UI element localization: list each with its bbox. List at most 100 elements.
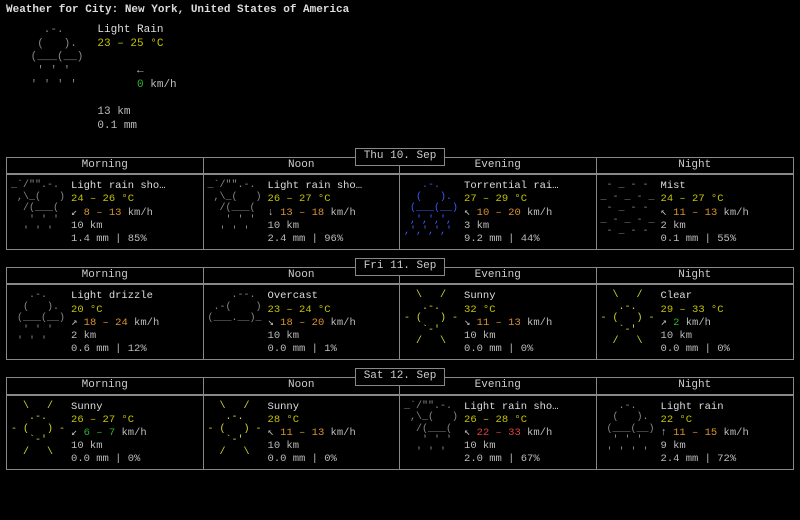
wind-label: ↘ 18 – 20 km/h	[268, 317, 356, 330]
period-header: Night	[597, 158, 794, 175]
wind-arrow-icon: ↘	[268, 317, 281, 329]
forecast-cell: - _ - - _ - _ - _ - _ - - _ - _ - _ - _ …	[597, 175, 794, 249]
wind-label: ↑ 11 – 15 km/h	[661, 427, 749, 440]
wind-arrow-icon: ↙	[71, 207, 84, 219]
condition-label: Light rain sho…	[71, 180, 166, 193]
day-block: Sat 12. SepMorningNoonEveningNight \ / .…	[6, 360, 794, 470]
condition-label: Mist	[661, 180, 749, 193]
current-info: Light Rain 23 – 25 °C ← 0 km/h 13 km 0.1…	[97, 24, 176, 134]
precip-label: 2.0 mm | 67%	[464, 453, 559, 466]
forecast-info: Light drizzle20 °C↗ 18 – 24 km/h2 km0.6 …	[71, 290, 159, 356]
wind-value: 11 – 13	[673, 207, 717, 219]
wind-unit: km/h	[679, 317, 711, 329]
condition-label: Torrential rai…	[464, 180, 559, 193]
visibility-label: 10 km	[71, 440, 147, 453]
overcast-icon: .--. .-( ) (___.__)_	[208, 290, 262, 356]
wind-arrow-icon: ↗	[71, 317, 84, 329]
temp-label: 29 – 33 °C	[661, 304, 730, 317]
visibility-label: 2 km	[661, 220, 749, 233]
wind-unit: km/h	[324, 317, 356, 329]
period-header: Morning	[7, 268, 204, 285]
forecast-info: Overcast23 – 24 °C↘ 18 – 20 km/h10 km0.0…	[268, 290, 356, 356]
precip-label: 0.0 mm | 0%	[268, 453, 356, 466]
mist-icon: - _ - - _ - _ - _ - _ - - _ - _ - _ - _ …	[601, 180, 655, 246]
condition-label: Sunny	[464, 290, 552, 303]
temp-label: 20 °C	[71, 304, 159, 317]
period-body-row: \ / .-. - ( ) - `-' / \ Sunny26 – 27 °C↙…	[6, 396, 794, 471]
forecast-info: Mist24 – 27 °C↖ 11 – 13 km/h2 km0.1 mm |…	[661, 180, 749, 246]
period-header: Morning	[7, 158, 204, 175]
forecast-days: Thu 10. SepMorningNoonEveningNight_`/"".…	[6, 140, 794, 470]
wind-unit: km/h	[144, 79, 177, 91]
visibility-label: 10 km	[268, 440, 356, 453]
day-block: Fri 11. SepMorningNoonEveningNight .-. (…	[6, 250, 794, 360]
period-body-row: _`/"".-. ,\_( ) /(___( ' ' ' ' ' ' Light…	[6, 175, 794, 250]
wind-label: ↓ 13 – 18 km/h	[268, 207, 363, 220]
wind-value: 8 – 13	[84, 207, 122, 219]
visibility-label: 10 km	[71, 220, 166, 233]
precip-label: 9.2 mm | 44%	[464, 233, 559, 246]
forecast-cell: \ / .-. - ( ) - `-' / \ Sunny28 °C↖ 11 –…	[204, 396, 401, 470]
condition-label: Light drizzle	[71, 290, 159, 303]
condition-label: Light rain	[661, 401, 749, 414]
precip-label: 1.4 mm | 85%	[71, 233, 166, 246]
wind-label: ↖ 11 – 13 km/h	[661, 207, 749, 220]
temp-label: 24 – 27 °C	[661, 193, 749, 206]
precip-label: 0.0 mm | 0%	[464, 343, 552, 356]
forecast-info: Sunny28 °C↖ 11 – 13 km/h10 km0.0 mm | 0%	[268, 401, 356, 467]
condition-label: Sunny	[71, 401, 147, 414]
wind-label: ↙ 8 – 13 km/h	[71, 207, 166, 220]
wind-label: ↖ 11 – 13 km/h	[268, 427, 356, 440]
day-title: Sat 12. Sep	[6, 360, 794, 378]
wind-value: 6 – 7	[84, 427, 116, 439]
wind-unit: km/h	[121, 207, 153, 219]
precip-label: 0.0 mm | 0%	[661, 343, 730, 356]
wind-value: 18 – 20	[280, 317, 324, 329]
visibility-label: 10 km	[268, 330, 356, 343]
period-header: Morning	[7, 378, 204, 395]
forecast-info: Clear29 – 33 °C↗ 2 km/h10 km0.0 mm | 0%	[661, 290, 730, 356]
wind-label: ↘ 11 – 13 km/h	[464, 317, 552, 330]
day-title: Fri 11. Sep	[6, 250, 794, 268]
wind-arrow-icon: ↑	[661, 427, 674, 439]
current-temp: 23 – 25 °C	[97, 38, 176, 52]
forecast-info: Light rain sho…26 – 28 °C↖ 22 – 33 km/h1…	[464, 401, 559, 467]
visibility-label: 10 km	[464, 330, 552, 343]
wind-unit: km/h	[521, 427, 553, 439]
wind-value: 13 – 18	[280, 207, 324, 219]
temp-label: 24 – 26 °C	[71, 193, 166, 206]
precip-label: 0.1 mm | 55%	[661, 233, 749, 246]
forecast-info: Light rain sho…26 – 27 °C↓ 13 – 18 km/h1…	[268, 180, 363, 246]
forecast-cell: .-. ( ). (___(__) ' ' ' ' ' ' ' Light ra…	[597, 396, 794, 470]
forecast-info: Torrential rai…27 – 29 °C↖ 10 – 20 km/h3…	[464, 180, 559, 246]
temp-label: 26 – 28 °C	[464, 414, 559, 427]
forecast-info: Light rain sho…24 – 26 °C↙ 8 – 13 km/h10…	[71, 180, 166, 246]
condition-label: Clear	[661, 290, 730, 303]
wind-label: ↗ 18 – 24 km/h	[71, 317, 159, 330]
forecast-cell: .--. .-( ) (___.__)_ Overcast23 – 24 °C↘…	[204, 285, 401, 359]
forecast-cell: \ / .-. - ( ) - `-' / \ Clear29 – 33 °C↗…	[597, 285, 794, 359]
heavy-rain-icon: .-. ( ). (___(__) ,',',', ,',',','	[404, 180, 458, 246]
temp-label: 22 °C	[661, 414, 749, 427]
forecast-info: Sunny26 – 27 °C↙ 6 – 7 km/h10 km0.0 mm |…	[71, 401, 147, 467]
wind-label: ↖ 22 – 33 km/h	[464, 427, 559, 440]
period-header: Night	[597, 378, 794, 395]
precip-label: 0.0 mm | 1%	[268, 343, 356, 356]
wind-arrow-icon: ↖	[464, 427, 477, 439]
period-body-row: .-. ( ). (___(__) ' ' ' ' ' ' Light driz…	[6, 285, 794, 360]
precip-label: 0.6 mm | 12%	[71, 343, 159, 356]
precip-label: 2.4 mm | 96%	[268, 233, 363, 246]
day-title-label: Fri 11. Sep	[355, 258, 446, 276]
temp-label: 23 – 24 °C	[268, 304, 356, 317]
page-title: Weather for City: New York, United State…	[6, 4, 794, 18]
condition-label: Light rain sho…	[464, 401, 559, 414]
forecast-cell: .-. ( ). (___(__) ' ' ' ' ' ' Light driz…	[7, 285, 204, 359]
temp-label: 32 °C	[464, 304, 552, 317]
wind-label: ↗ 2 km/h	[661, 317, 730, 330]
sunny-icon: \ / .-. - ( ) - `-' / \	[601, 290, 655, 356]
current-condition: Light Rain	[97, 24, 176, 38]
forecast-info: Sunny32 °C↘ 11 – 13 km/h10 km0.0 mm | 0%	[464, 290, 552, 356]
period-header: Night	[597, 268, 794, 285]
forecast-info: Light rain22 °C↑ 11 – 15 km/h9 km2.4 mm …	[661, 401, 749, 467]
wind-arrow-icon: ↙	[71, 427, 84, 439]
